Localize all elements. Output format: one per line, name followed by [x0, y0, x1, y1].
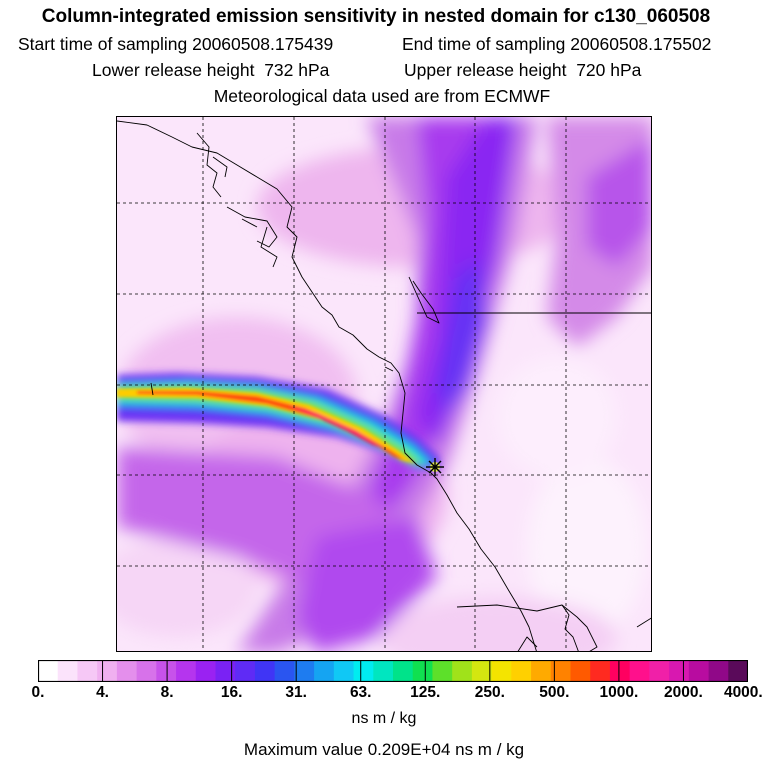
- colorbar-tick-label: 250.: [474, 684, 505, 701]
- colorbar-cell: [412, 660, 433, 682]
- colorbar-tick-label: 0.: [31, 684, 45, 701]
- colorbar-tick-label: 63.: [349, 684, 372, 701]
- colorbar-cell: [688, 660, 709, 682]
- colorbar-tick-label: 4.: [96, 684, 109, 701]
- colorbar-cell: [57, 660, 78, 682]
- colorbar-tick-label: 1000.: [599, 684, 639, 701]
- start-time-label: Start time of sampling 20060508.175439: [18, 34, 334, 54]
- colorbar-cell: [195, 660, 216, 682]
- end-time-value: 20060508.175502: [570, 34, 712, 54]
- colorbar-cell: [393, 660, 414, 682]
- colorbar-cell: [254, 660, 276, 682]
- colorbar-cell: [609, 660, 631, 682]
- colorbar-tick-label: 125.: [410, 684, 441, 701]
- colorbar-cell: [708, 660, 729, 682]
- colorbar-cell: [274, 660, 295, 682]
- colorbar-cell: [136, 660, 157, 682]
- colorbar-cell: [97, 660, 118, 682]
- map-canvas: [117, 117, 651, 651]
- colorbar-units: ns m / kg: [351, 710, 417, 727]
- colorbar-cell: [649, 660, 670, 682]
- colorbar-tick-label: 4000.: [723, 684, 763, 701]
- colorbar-tick-label: 2000.: [664, 684, 703, 701]
- colorbar-cell: [570, 660, 591, 682]
- colorbar-cell: [77, 660, 98, 682]
- colorbar-cell: [156, 660, 177, 682]
- upper-release-label: Upper release height 720 hPa: [404, 60, 642, 80]
- release-point-star-icon: [426, 458, 444, 476]
- colorbar-cell: [235, 660, 256, 682]
- met-data-note: Meteorological data used are from ECMWF: [213, 86, 551, 106]
- colorbar-cell: [432, 660, 453, 682]
- colorbar-cell: [294, 660, 315, 682]
- plot-title: Column-integrated emission sensitivity i…: [41, 6, 711, 27]
- colorbar-cell: [314, 660, 335, 682]
- colorbar-cell: [550, 660, 571, 682]
- upper-release-value: 720 hPa: [576, 60, 642, 80]
- colorbar-cell: [373, 660, 394, 682]
- colorbar-cell: [491, 660, 512, 682]
- colorbar-cell: [116, 660, 138, 682]
- maximum-value: Maximum value 0.209E+04 ns m / kg: [243, 740, 525, 759]
- colorbar-cell: [669, 660, 690, 682]
- start-time-value: 20060508.175439: [192, 34, 334, 54]
- colorbar-cell: [590, 660, 611, 682]
- lat-lon-grid: [117, 117, 651, 651]
- colorbar-cell: [353, 660, 374, 682]
- colorbar-cell: [511, 660, 532, 682]
- colorbar-tick-label: 8.: [160, 684, 174, 701]
- colorbar-cell: [333, 660, 354, 682]
- colorbar-cell: [176, 660, 197, 682]
- colorbar-tick-label: 500.: [539, 684, 570, 701]
- colorbar: [38, 660, 748, 682]
- coastlines: [117, 120, 651, 651]
- colorbar-cell: [728, 660, 748, 682]
- lower-release-value: 732 hPa: [264, 60, 330, 80]
- colorbar-cell: [452, 660, 473, 682]
- colorbar-cell: [531, 660, 552, 682]
- sensitivity-map: [116, 116, 652, 652]
- colorbar-cell: [215, 660, 236, 682]
- sensitivity-field: [117, 117, 651, 651]
- colorbar-tick-label: 16.: [220, 684, 243, 701]
- plume-core: [117, 388, 415, 463]
- colorbar-cell: [629, 660, 650, 682]
- maximum-value-number: 0.209E+04 ns m / kg: [367, 740, 525, 759]
- end-time-label: End time of sampling 20060508.175502: [402, 34, 712, 54]
- colorbar-cell: [471, 660, 493, 682]
- colorbar-cell: [38, 660, 59, 682]
- lower-release-label: Lower release height 732 hPa: [92, 60, 330, 80]
- colorbar-tick-label: 31.: [285, 684, 307, 701]
